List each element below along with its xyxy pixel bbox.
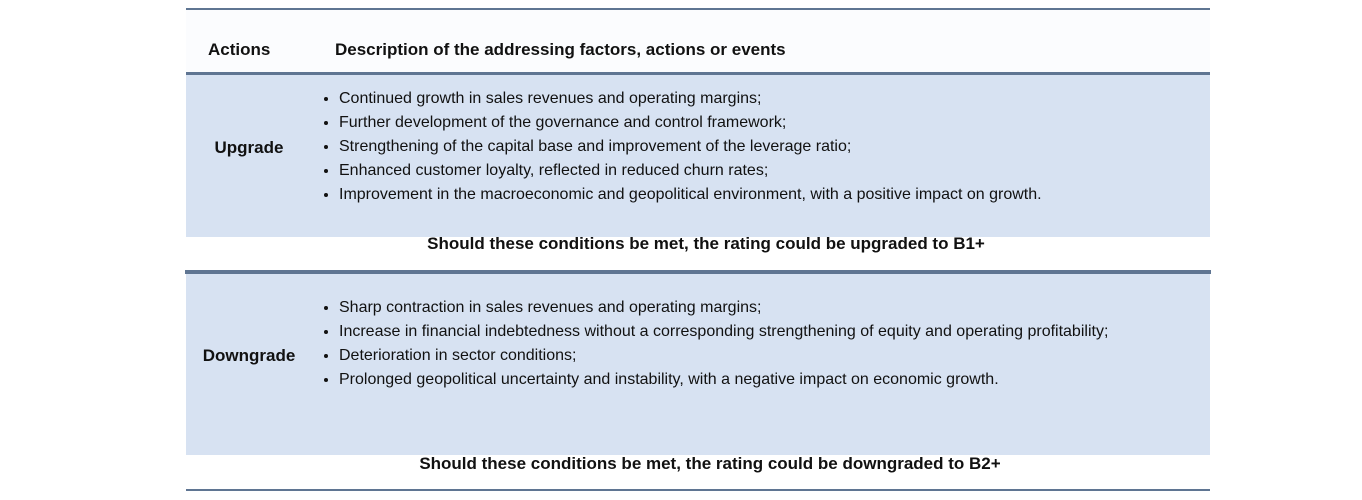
downgrade-label: Downgrade (202, 346, 296, 365)
upgrade-bullet-list: Continued growth in sales revenues and o… (317, 87, 1119, 207)
list-item: Continued growth in sales revenues and o… (339, 87, 1119, 111)
upgrade-label: Upgrade (214, 138, 284, 157)
table-header: Actions Description of the addressing fa… (186, 10, 1210, 72)
section-divider (185, 270, 1211, 274)
downgrade-row-band (186, 274, 1210, 455)
list-item: Deterioration in sector conditions; (339, 344, 1119, 368)
list-item: Enhanced customer loyalty, reflected in … (339, 159, 1119, 183)
upgrade-row-band (186, 75, 1210, 237)
rating-actions-table: Actions Description of the addressing fa… (185, 8, 1211, 494)
downgrade-bullet-list: Sharp contraction in sales revenues and … (317, 296, 1119, 392)
header-actions: Actions (208, 40, 271, 59)
list-item: Increase in financial indebtedness witho… (339, 320, 1119, 344)
downgrade-condition: Should these conditions be met, the rati… (419, 454, 1001, 473)
list-item: Prolonged geopolitical uncertainty and i… (339, 368, 1119, 392)
header-rule (186, 72, 1210, 75)
bottom-rule (186, 489, 1210, 491)
upgrade-condition: Should these conditions be met, the rati… (427, 234, 985, 253)
list-item: Improvement in the macroeconomic and geo… (339, 183, 1119, 207)
list-item: Sharp contraction in sales revenues and … (339, 296, 1119, 320)
list-item: Strengthening of the capital base and im… (339, 135, 1119, 159)
list-item: Further development of the governance an… (339, 111, 1119, 135)
top-rule (186, 8, 1210, 10)
header-description: Description of the addressing factors, a… (335, 40, 786, 59)
